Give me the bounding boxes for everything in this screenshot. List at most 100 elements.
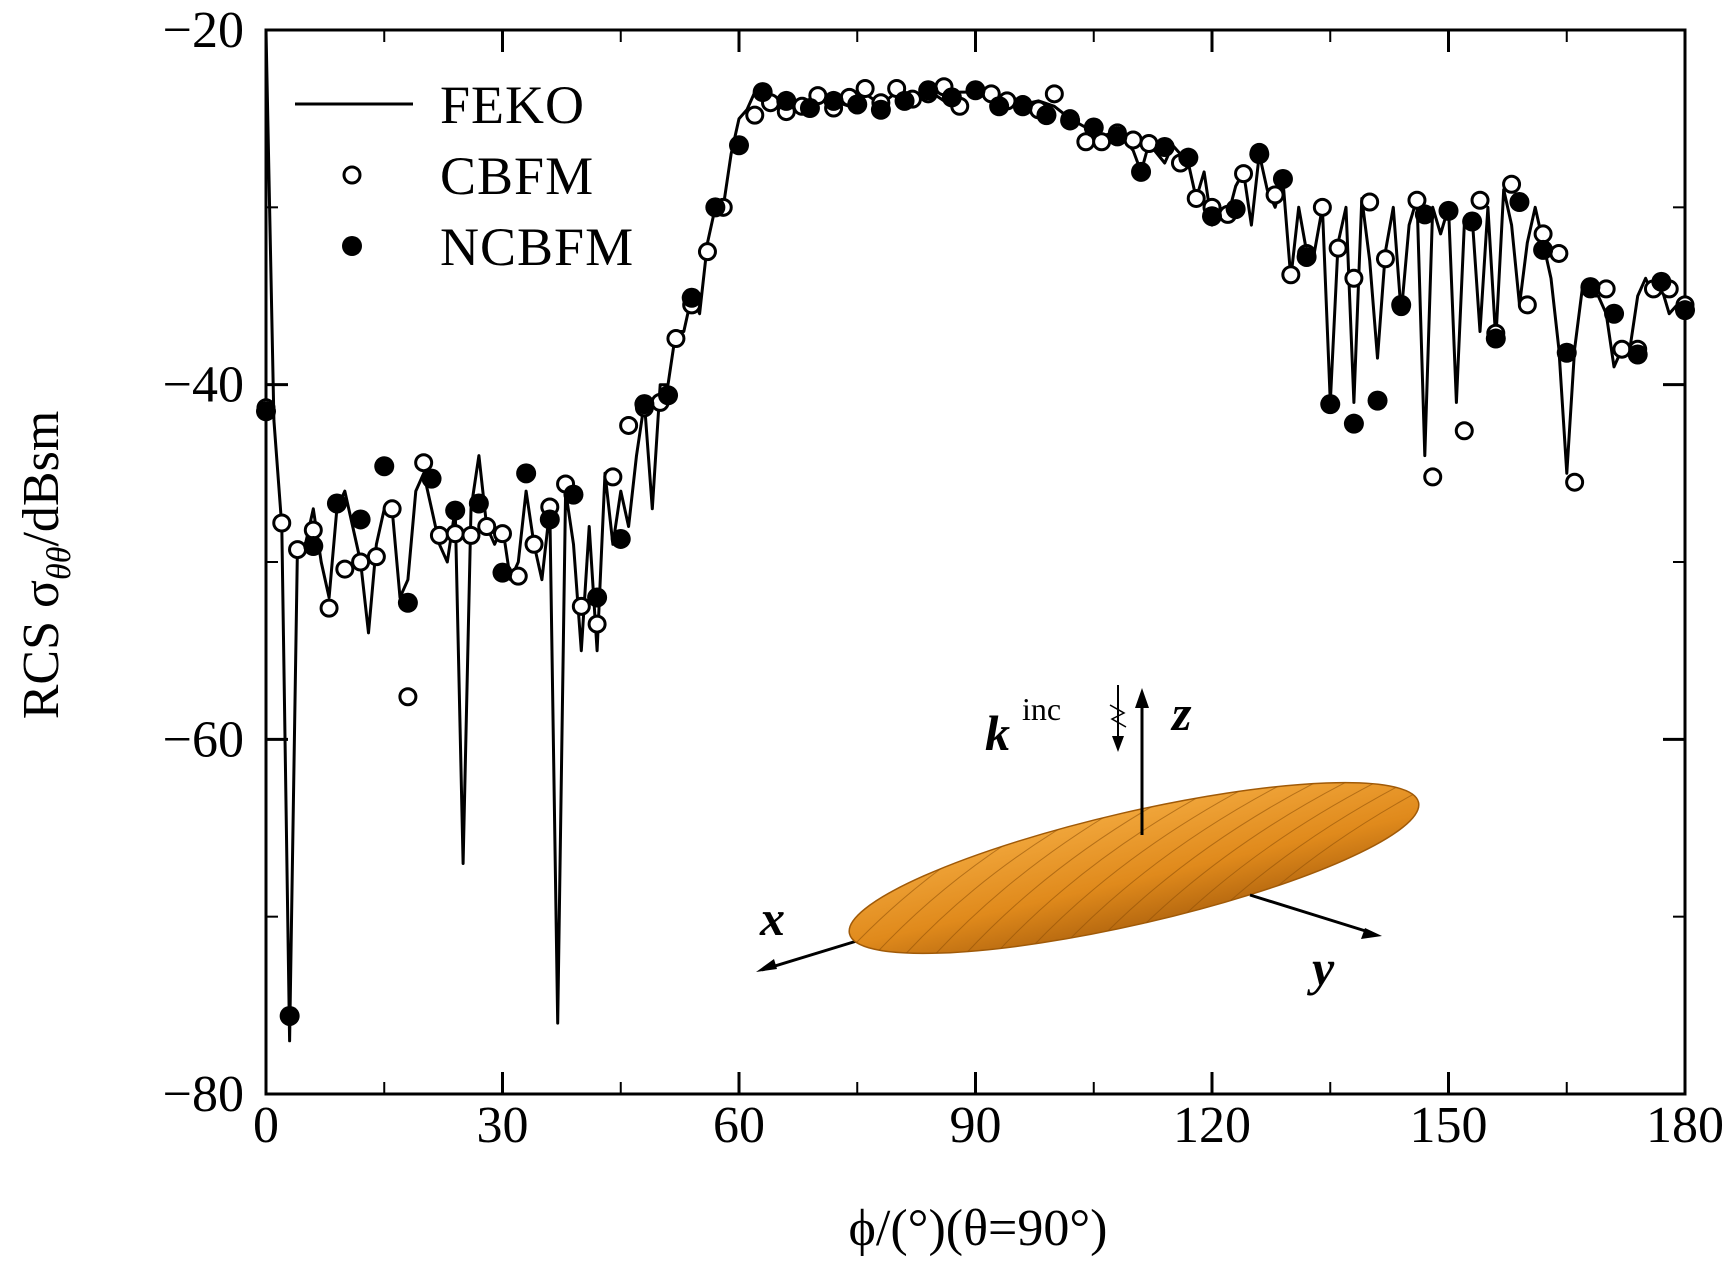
cbfm-marker <box>1234 164 1254 184</box>
x-tick-label: 90 <box>950 1097 1002 1154</box>
cbfm-marker <box>1423 467 1443 487</box>
y-axis-arrow <box>1249 893 1373 935</box>
ncbfm-marker <box>894 90 915 111</box>
cbfm-marker <box>1344 268 1364 288</box>
ncbfm-marker <box>989 96 1010 117</box>
ncbfm-marker <box>1414 204 1435 225</box>
cbfm-marker <box>1328 238 1348 258</box>
cbfm-marker <box>587 614 607 634</box>
ncbfm-marker <box>681 287 702 308</box>
ncbfm-marker <box>1462 211 1483 232</box>
x-tick-label: 60 <box>713 1097 765 1154</box>
y-label-main: RCS σ <box>13 580 70 719</box>
cbfm-marker <box>319 598 339 618</box>
ncbfm-marker <box>397 592 418 613</box>
ncbfm-marker <box>847 94 868 115</box>
ncbfm-marker <box>1651 271 1672 292</box>
inset-z-label: z <box>1170 685 1192 741</box>
ncbfm-marker <box>303 536 324 557</box>
ncbfm-marker <box>1556 342 1577 363</box>
cbfm-marker <box>1533 224 1553 244</box>
ncbfm-marker <box>610 528 631 549</box>
ncbfm-marker <box>1391 294 1412 315</box>
cbfm-marker <box>272 513 292 533</box>
y-label-unit: /dBsm <box>13 411 70 547</box>
ncbfm-marker <box>1580 277 1601 298</box>
arrow-head <box>756 959 777 972</box>
cbfm-marker <box>697 242 717 262</box>
ncbfm-marker <box>1012 96 1033 117</box>
cbfm-marker <box>1517 295 1537 315</box>
legend-marker <box>342 165 362 185</box>
ncbfm-marker <box>1438 200 1459 221</box>
ncbfm-marker <box>492 562 513 583</box>
cbfm-marker <box>1044 84 1064 104</box>
ncbfm-marker <box>918 80 939 101</box>
ncbfm-marker <box>729 135 749 156</box>
ncbfm-marker <box>1367 390 1388 411</box>
legend-label: NCBFM <box>440 217 634 277</box>
ncbfm-marker <box>799 98 820 119</box>
y-tick-label: −20 <box>163 2 244 59</box>
cbfm-marker <box>335 559 355 579</box>
inset-illustration: x y z k inc <box>756 685 1432 996</box>
ncbfm-marker <box>1178 147 1199 168</box>
cbfm-marker <box>1281 265 1301 285</box>
inset-k-label: k <box>985 705 1010 761</box>
ncbfm-marker <box>374 456 395 477</box>
arrow-head <box>1135 688 1149 708</box>
cbfm-marker <box>571 596 591 616</box>
cbfm-marker <box>366 547 386 567</box>
ncbfm-marker <box>326 493 347 514</box>
cbfm-marker <box>745 105 765 125</box>
ncbfm-marker <box>539 509 560 530</box>
arrow-head <box>1361 928 1382 939</box>
cbfm-marker <box>461 525 481 545</box>
cbfm-marker <box>493 524 512 544</box>
ncbfm-marker <box>516 463 537 484</box>
ncbfm-marker <box>776 90 797 111</box>
cbfm-marker <box>1596 279 1616 299</box>
ncbfm-marker <box>1272 168 1293 189</box>
inset-k-superscript: inc <box>1022 691 1061 727</box>
ncbfm-marker <box>256 401 276 422</box>
cbfm-marker <box>1139 133 1159 153</box>
ncbfm-marker <box>1320 394 1341 415</box>
ncbfm-marker <box>823 90 844 111</box>
x-tick-label: 150 <box>1410 1097 1488 1154</box>
ncbfm-marker <box>1036 105 1057 126</box>
ncbfm-marker <box>1060 110 1081 131</box>
inset-y-label: y <box>1307 940 1335 996</box>
ncbfm-marker <box>1202 206 1222 227</box>
ncbfm-marker <box>1249 144 1270 165</box>
cbfm-marker <box>414 453 434 473</box>
cbfm-marker <box>1407 190 1427 210</box>
cbfm-marker <box>524 534 544 554</box>
ncbfm-marker <box>587 587 608 608</box>
cbfm-marker <box>477 517 497 537</box>
cbfm-marker <box>1360 192 1380 212</box>
cbfm-marker <box>1549 243 1569 263</box>
x-axis-label: ϕ/(°)(θ=90°) <box>849 1200 1108 1257</box>
cbfm-marker <box>1375 249 1395 269</box>
cbfm-marker <box>303 520 323 540</box>
ncbfm-marker <box>965 80 986 101</box>
ncbfm-marker <box>1509 192 1530 213</box>
ncbfm-marker <box>941 87 962 108</box>
ncbfm-marker <box>1225 199 1246 220</box>
cbfm-marker <box>855 79 875 99</box>
cbfm-marker <box>1186 188 1206 208</box>
ncbfm-marker <box>445 500 466 521</box>
y-label-subscript: θθ <box>41 547 78 580</box>
cbfm-marker <box>1123 130 1143 150</box>
ncbfm-marker <box>421 468 442 489</box>
ncbfm-marker <box>1533 239 1554 260</box>
ncbfm-marker <box>279 1005 300 1026</box>
ncbfm-marker <box>658 385 679 406</box>
ncbfm-marker <box>1296 246 1317 267</box>
ncbfm-marker <box>870 99 891 120</box>
legend-marker <box>342 236 362 256</box>
ncbfm-marker <box>752 82 773 103</box>
ncbfm-marker <box>350 509 371 530</box>
ncbfm-marker <box>1485 328 1506 349</box>
